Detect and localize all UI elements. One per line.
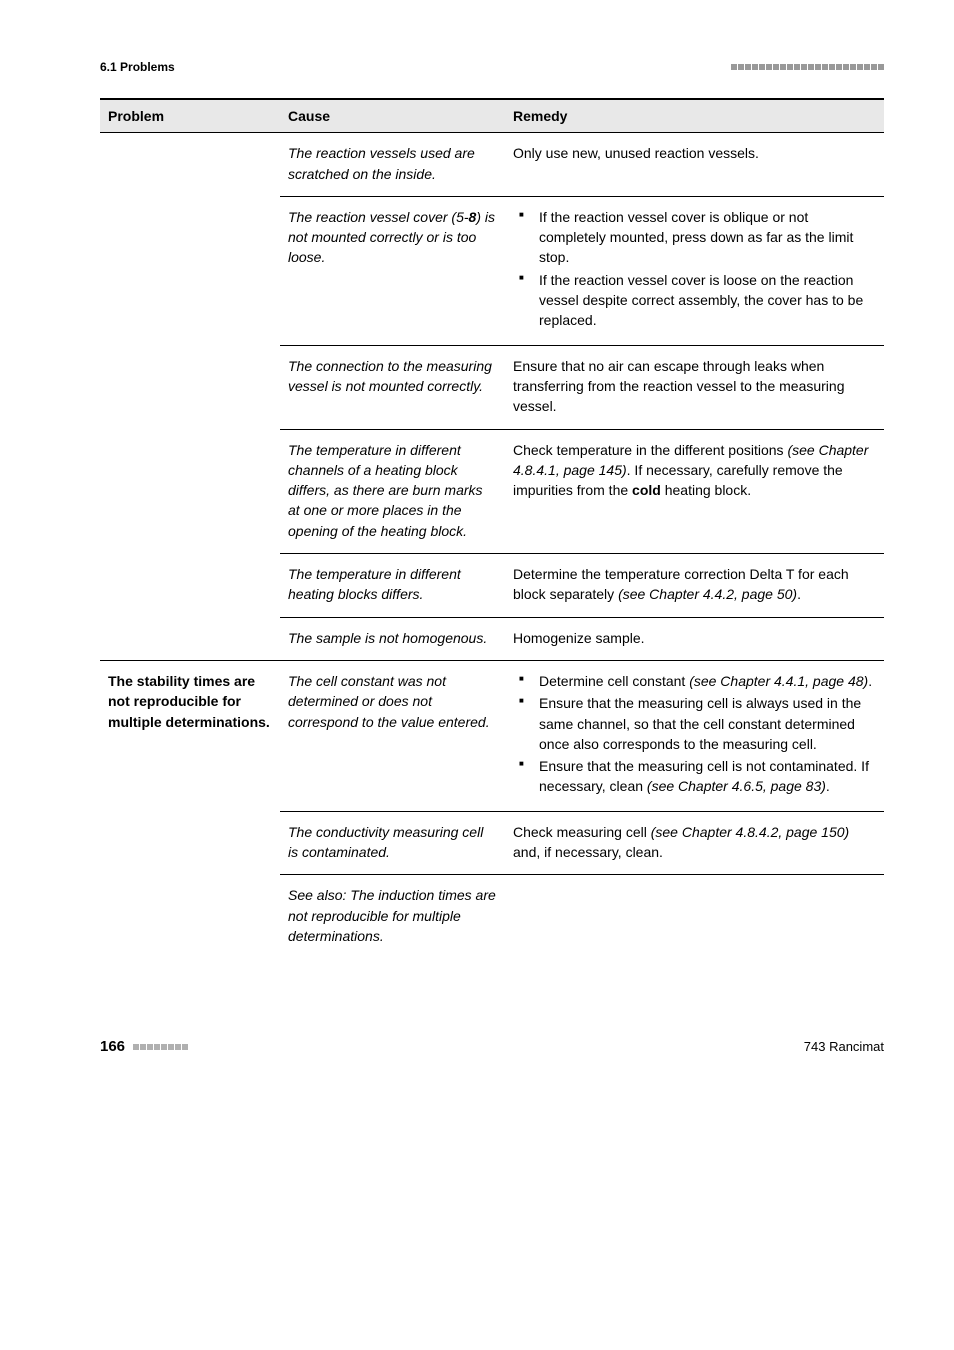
cell-remedy: Only use new, unused reaction vessels. [505,133,884,197]
cell-problem [100,429,280,553]
col-header-cause: Cause [280,99,505,133]
cell-remedy [505,875,884,958]
table-row: The stability times are not reproducible… [100,660,884,811]
footer-dashes [133,1044,188,1050]
col-header-remedy: Remedy [505,99,884,133]
remedy-list-item: Determine cell constant (see Chapter 4.4… [539,671,876,691]
remedy-text-bold: cold [632,482,661,498]
remedy-list: If the reaction vessel cover is oblique … [513,207,876,331]
table-row: See also: The induction times are not re… [100,875,884,958]
cell-problem [100,345,280,429]
cell-cause: See also: The induction times are not re… [280,875,505,958]
table-row: The temperature in different channels of… [100,429,884,553]
remedy-list-item: If the reaction vessel cover is oblique … [539,207,876,268]
table-row: The sample is not homogenous. Homogenize… [100,617,884,660]
remedy-text-post: and, if necessary, clean. [513,844,663,860]
remedy-li-pre: Determine cell constant [539,673,689,689]
cell-remedy: Determine the temperature correction Del… [505,554,884,618]
table-row: The connection to the measuring vessel i… [100,345,884,429]
cell-cause: The connection to the measuring vessel i… [280,345,505,429]
cell-problem [100,196,280,345]
table-row: The temperature in different heating blo… [100,554,884,618]
cell-remedy: Ensure that no air can escape through le… [505,345,884,429]
table-row: The reaction vessel cover (5-8) is not m… [100,196,884,345]
cell-remedy: If the reaction vessel cover is oblique … [505,196,884,345]
remedy-list-item: If the reaction vessel cover is loose on… [539,270,876,331]
remedy-list-item: Ensure that the measuring cell is always… [539,693,876,754]
table-row: The reaction vessels used are scratched … [100,133,884,197]
remedy-text-pre: Check measuring cell [513,824,651,840]
page-container: 6.1 Problems Problem Cause Remedy The re… [0,0,954,1095]
cell-remedy: Check measuring cell (see Chapter 4.8.4.… [505,811,884,875]
cell-cause: The conductivity measuring cell is conta… [280,811,505,875]
cell-cause: The sample is not homogenous. [280,617,505,660]
cell-remedy: Check temperature in the different posit… [505,429,884,553]
page-footer: 166 743 Rancimat [100,1038,884,1055]
cell-cause: The cell constant was not determined or … [280,660,505,811]
cell-remedy: Homogenize sample. [505,617,884,660]
remedy-text-italic: (see Chapter 4.4.2, page 50) [618,586,797,602]
table-row: The conductivity measuring cell is conta… [100,811,884,875]
remedy-li-pre: Ensure that the measuring cell is always… [539,695,861,752]
cell-remedy: Determine cell constant (see Chapter 4.4… [505,660,884,811]
page-number: 166 [100,1038,125,1055]
header-dashes [731,64,884,70]
cell-problem [100,811,280,875]
remedy-list: Determine cell constant (see Chapter 4.4… [513,671,876,797]
remedy-text-pre: Check temperature in the different posit… [513,442,787,458]
cell-problem [100,133,280,197]
cell-cause: The reaction vessels used are scratched … [280,133,505,197]
remedy-text-post: heating block. [661,482,751,498]
document-title: 743 Rancimat [804,1039,884,1054]
remedy-li-post: . [868,673,872,689]
section-label: 6.1 Problems [100,60,175,74]
troubleshooting-table: Problem Cause Remedy The reaction vessel… [100,98,884,958]
cell-problem [100,554,280,618]
cell-problem [100,617,280,660]
page-header: 6.1 Problems [100,60,884,74]
remedy-li-italic: (see Chapter 4.6.5, page 83) [647,778,826,794]
col-header-problem: Problem [100,99,280,133]
remedy-li-post: . [826,778,830,794]
remedy-li-italic: (see Chapter 4.4.1, page 48) [689,673,868,689]
cell-problem: The stability times are not reproducible… [100,660,280,811]
remedy-list-item: Ensure that the measuring cell is not co… [539,756,876,797]
cell-cause: The reaction vessel cover (5-8) is not m… [280,196,505,345]
page-number-group: 166 [100,1038,188,1055]
cause-text-pre: The reaction vessel cover (5- [288,209,469,225]
cell-cause: The temperature in different heating blo… [280,554,505,618]
table-header-row: Problem Cause Remedy [100,99,884,133]
remedy-text-italic: (see Chapter 4.8.4.2, page 150) [651,824,849,840]
cell-problem [100,875,280,958]
remedy-text-post: . [797,586,801,602]
cell-cause: The temperature in different channels of… [280,429,505,553]
